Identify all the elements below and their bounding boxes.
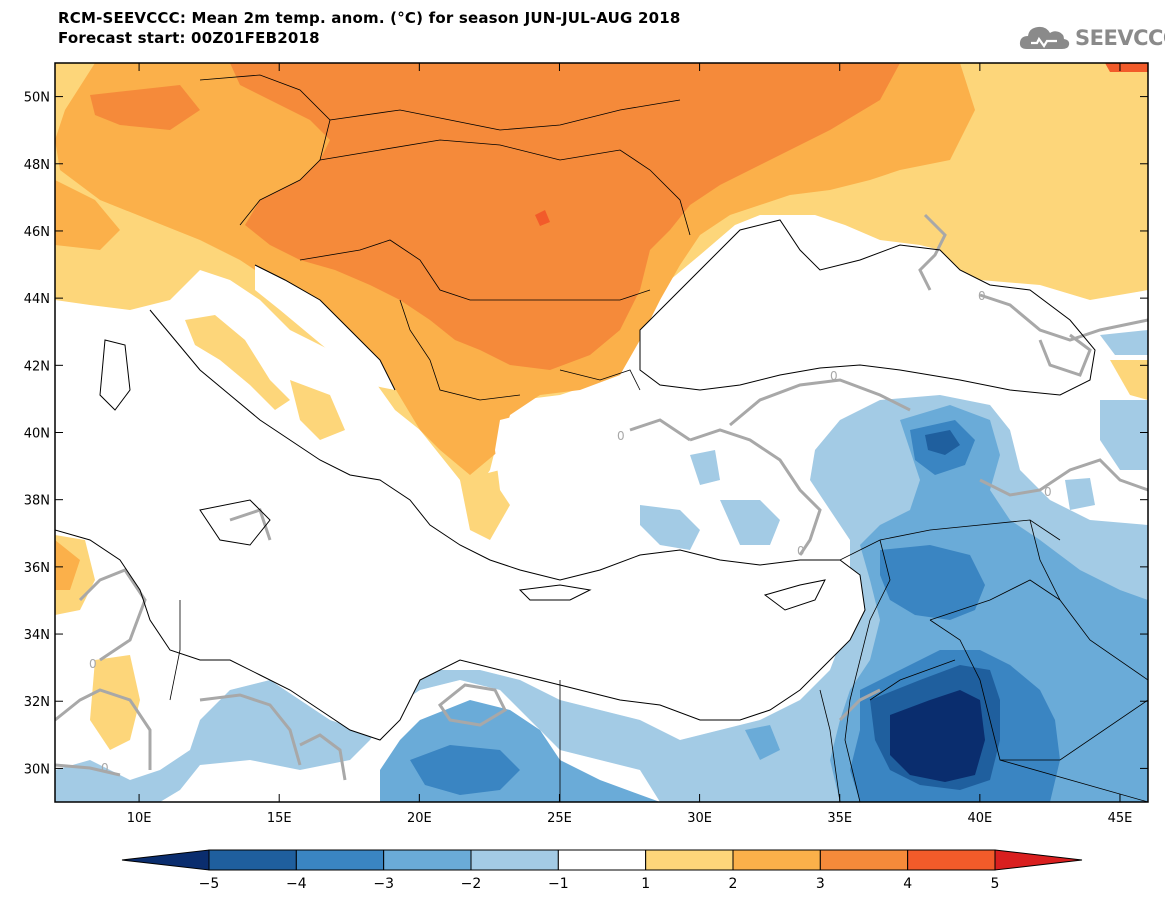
latitude-axis: 50N 48N 46N 44N 42N 40N 38N 36N 34N 32N 30N [24, 91, 1148, 777]
contour-label: 0 [1044, 485, 1052, 499]
colorbar-label: −3 [373, 876, 394, 892]
lon-tick-label: 40E [967, 811, 992, 826]
cloud-icon [1019, 26, 1070, 49]
contour-label: 0 [89, 657, 97, 671]
coastlines [55, 219, 1096, 741]
contour-label: 0 [830, 369, 838, 383]
colorbar-swatch [645, 849, 734, 871]
page-subtitle: Forecast start: 00Z01FEB2018 [58, 29, 320, 47]
lat-tick-label: 50N [24, 91, 50, 106]
colorbar-swatch [557, 849, 647, 871]
anomaly-field [55, 63, 1148, 802]
colorbar-swatch [732, 849, 821, 871]
zero-contours [55, 213, 1148, 781]
colorbar-swatch [819, 849, 909, 871]
colorbar-label: −5 [199, 876, 220, 892]
lon-tick-label: 15E [267, 811, 292, 826]
colorbar-swatch [295, 849, 385, 871]
colorbar-label: −1 [548, 876, 569, 892]
lat-tick-label: 40N [24, 427, 50, 442]
seevccc-logo: SEEVCCC [1017, 22, 1165, 54]
contour-label: 0 [797, 544, 805, 558]
colorbar-label: 5 [991, 876, 1000, 892]
colorbar-swatch [383, 849, 472, 871]
lat-tick-label: 32N [24, 695, 50, 710]
colorbar-label: 4 [903, 876, 912, 892]
lon-tick-label: 25E [547, 811, 572, 826]
colorbar-label: 1 [641, 876, 650, 892]
lat-tick-label: 34N [24, 628, 50, 643]
colorbar-swatch [470, 849, 559, 871]
colorbar-swatch [208, 849, 297, 871]
contour-label: 0 [617, 429, 625, 443]
lat-tick-label: 46N [24, 225, 50, 240]
lon-tick-label: 30E [687, 811, 712, 826]
black-sea [640, 220, 1095, 395]
longitude-axis: 10E 15E 20E 25E 30E 35E 40E 45E [127, 63, 1133, 826]
contour-label: 0 [101, 761, 109, 775]
colorbar-label: −2 [461, 876, 482, 892]
colorbar: −5 −4 −3 −2 −1 1 2 3 4 5 [121, 849, 1083, 892]
anomaly-region-plus3 [230, 63, 900, 370]
lat-tick-label: 36N [24, 561, 50, 576]
contour-label: 0 [978, 289, 986, 303]
colorbar-label: −4 [286, 876, 307, 892]
title-block: RCM-SEEVCCC: Mean 2m temp. anom. (°C) fo… [58, 8, 681, 48]
zero-contour-labels: 0 0 0 0 0 0 0 [89, 289, 1052, 775]
lat-tick-label: 44N [24, 292, 50, 307]
lon-tick-label: 45E [1108, 811, 1133, 826]
page-title: RCM-SEEVCCC: Mean 2m temp. anom. (°C) fo… [58, 9, 681, 27]
country-borders [169, 74, 1148, 802]
lat-tick-label: 30N [24, 762, 50, 777]
colorbar-label: 2 [729, 876, 738, 892]
colorbar-high-extend [994, 849, 1083, 871]
colorbar-swatch [907, 849, 996, 871]
colorbar-label: 3 [816, 876, 825, 892]
lat-tick-label: 38N [24, 494, 50, 509]
lat-tick-label: 42N [24, 359, 50, 374]
mediterranean-sea [55, 310, 865, 740]
lat-tick-label: 48N [24, 158, 50, 173]
lon-tick-label: 10E [127, 811, 152, 826]
logo-text: SEEVCCC [1075, 26, 1165, 50]
lon-tick-label: 35E [827, 811, 852, 826]
lon-tick-label: 20E [407, 811, 432, 826]
colorbar-low-extend [121, 849, 210, 871]
